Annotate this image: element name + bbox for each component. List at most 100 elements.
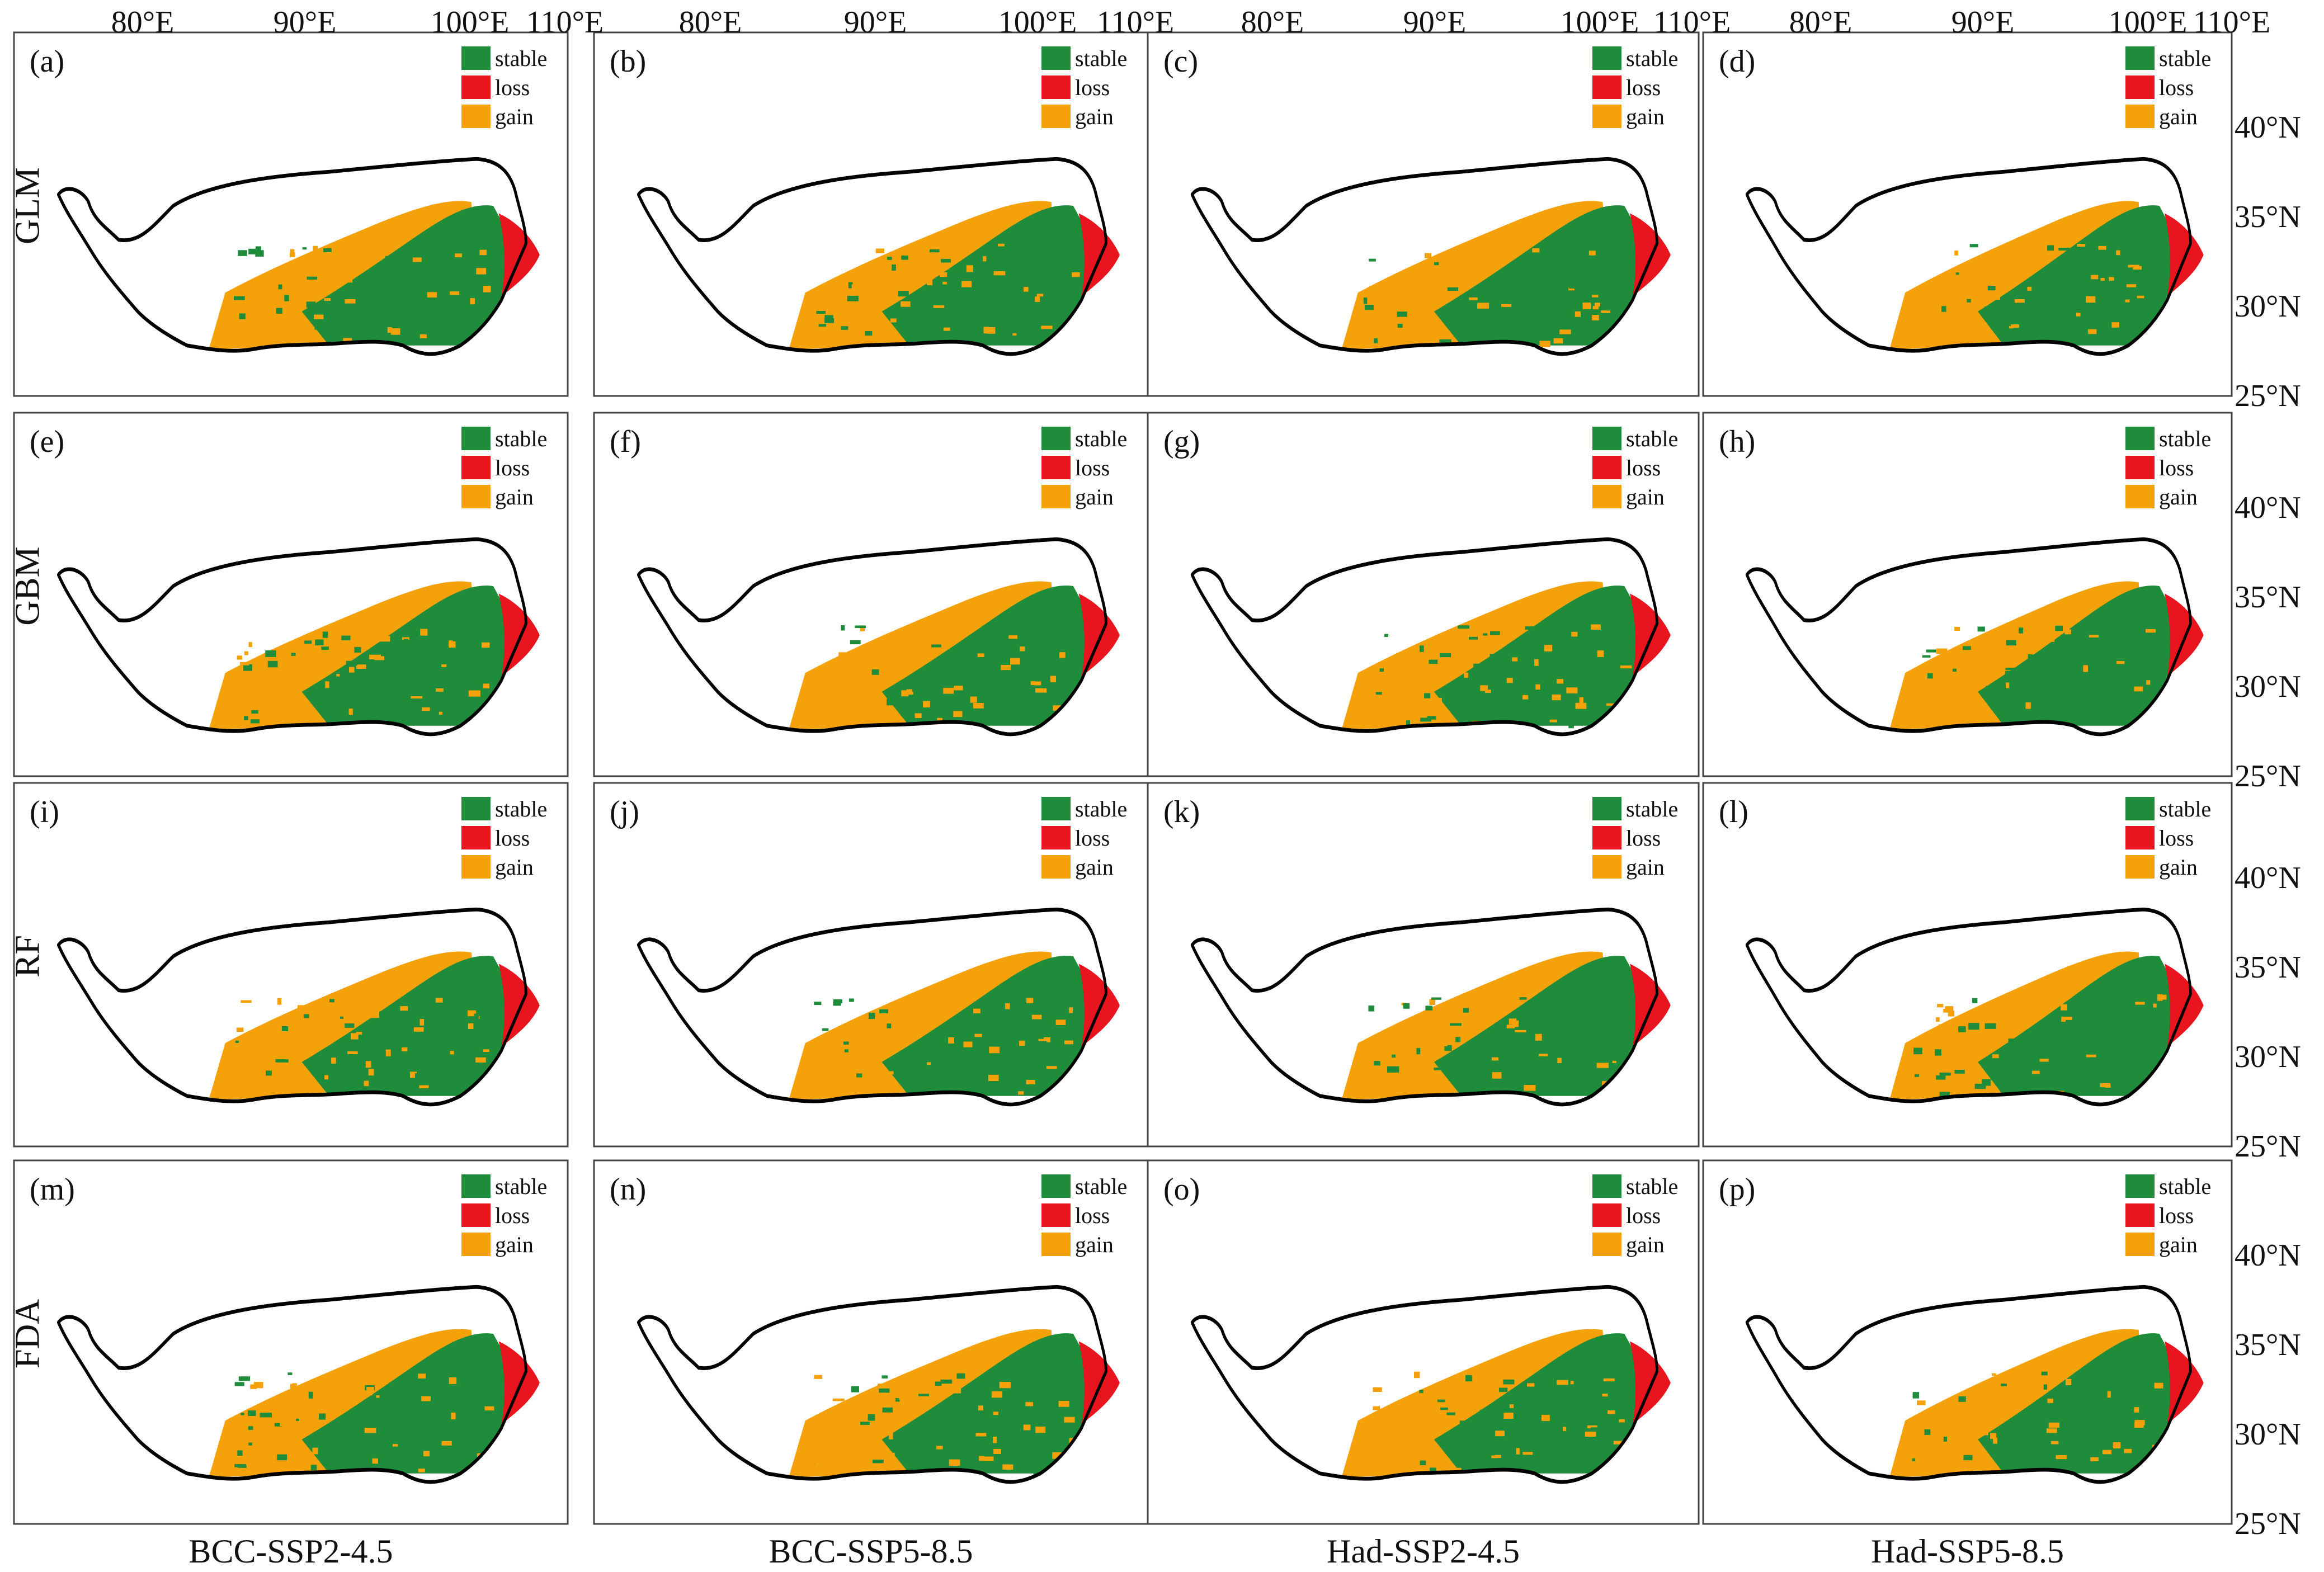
stable-speck [1591, 1004, 1601, 1007]
gain-speck [475, 1057, 486, 1063]
gain-speck [875, 1069, 887, 1074]
stable-speck [345, 1023, 355, 1028]
gain-speck [1527, 1383, 1535, 1387]
legend-swatch-gain [2125, 1233, 2155, 1256]
stable-speck [1463, 1008, 1469, 1013]
gain-speck [1467, 1022, 1477, 1030]
gain-speck [1406, 695, 1411, 698]
stable-speck [291, 653, 296, 656]
stable-speck [1599, 314, 1609, 321]
gain-speck [1948, 1011, 1955, 1017]
gain-speck [1484, 1019, 1495, 1023]
stable-speck [423, 311, 433, 315]
gain-speck [1436, 255, 1448, 259]
gain-speck [1992, 1054, 1999, 1059]
latitude-tick-label: 30°N [2235, 1417, 2301, 1452]
stable-speck [865, 331, 873, 336]
stable-speck [2019, 627, 2024, 634]
gain-speck [1992, 1373, 1996, 1376]
gain-speck [483, 286, 491, 292]
stable-speck [243, 664, 252, 671]
gain-speck [1484, 636, 1489, 643]
gain-speck [2045, 639, 2055, 642]
gain-speck [936, 1446, 943, 1450]
stable-speck [936, 684, 942, 691]
gain-speck [379, 636, 390, 642]
stable-speck [963, 654, 968, 658]
legend-swatch-stable [1041, 1174, 1071, 1198]
gain-speck [943, 327, 950, 331]
stable-speck [1493, 301, 1498, 307]
gain-speck [261, 319, 270, 324]
gain-speck [2025, 702, 2031, 709]
legend-swatch-stable [461, 46, 491, 70]
gain-speck [989, 1046, 1000, 1054]
stable-speck [2003, 716, 2013, 720]
gain-speck [1990, 1433, 1997, 1439]
stable-speck [1575, 331, 1583, 334]
gain-speck [834, 1088, 842, 1095]
loss-area [2165, 213, 2204, 296]
gain-speck [1933, 287, 1938, 292]
stable-speck [2056, 1075, 2063, 1080]
legend-label-gain: gain [1626, 104, 1665, 129]
loss-area [1078, 593, 1120, 677]
stable-speck [1069, 1044, 1076, 1048]
gain-speck [1553, 338, 1563, 344]
gain-speck [1570, 1381, 1574, 1385]
loss-area [498, 1341, 540, 1424]
gain-speck [936, 1019, 942, 1023]
stable-speck [1368, 1005, 1375, 1012]
stable-speck [238, 1376, 250, 1381]
gain-speck [940, 272, 947, 277]
latitude-tick-label: 35°N [2235, 1328, 2301, 1362]
stable-speck [856, 1073, 862, 1078]
stable-speck [843, 1041, 849, 1045]
stable-speck [1548, 306, 1559, 311]
stable-speck [2030, 1450, 2040, 1455]
gain-speck [1072, 272, 1080, 277]
gain-speck [2102, 1450, 2112, 1455]
gain-speck [1936, 1017, 1940, 1022]
gain-speck [923, 701, 930, 707]
gain-speck [373, 248, 381, 251]
gain-speck [449, 641, 456, 648]
stable-speck [1958, 1026, 1966, 1032]
gain-speck [1031, 1014, 1042, 1019]
legend: stable loss gain [1041, 426, 1127, 509]
gain-speck [290, 1384, 297, 1391]
gain-speck [2133, 266, 2142, 270]
gain-speck [402, 637, 409, 640]
legend-label-gain: gain [1075, 104, 1114, 129]
panel-label: (h) [1719, 424, 1755, 459]
gain-speck [1943, 1027, 1949, 1031]
gain-speck [303, 294, 314, 299]
gain-speck [860, 625, 865, 631]
stable-speck [1943, 1436, 1948, 1442]
stable-speck [879, 1009, 888, 1013]
gain-speck [2026, 999, 2035, 1004]
gain-speck [1582, 303, 1591, 309]
loss-area [1078, 964, 1120, 1047]
legend: stable loss gain [1041, 46, 1127, 129]
stable-speck [2037, 284, 2047, 290]
gain-speck [1052, 1452, 1063, 1459]
legend-label-gain: gain [495, 484, 534, 509]
gain-speck [1603, 1378, 1615, 1382]
stable-speck [844, 1049, 848, 1052]
plateau-map [58, 1287, 540, 1482]
gain-speck [1949, 711, 1960, 714]
stable-speck [1602, 1053, 1606, 1057]
gain-speck [998, 243, 1005, 247]
stable-speck [872, 1460, 884, 1464]
gain-speck [1575, 311, 1581, 317]
gain-speck [1924, 686, 1936, 692]
stable-speck [2031, 684, 2038, 690]
gain-speck [1399, 1064, 1411, 1071]
stable-speck [1446, 1412, 1455, 1415]
panel-label: (i) [30, 795, 59, 829]
stable-speck [2109, 1428, 2115, 1431]
gain-speck [365, 1061, 371, 1068]
loss-area [2165, 1341, 2204, 1424]
gain-speck [427, 292, 437, 298]
